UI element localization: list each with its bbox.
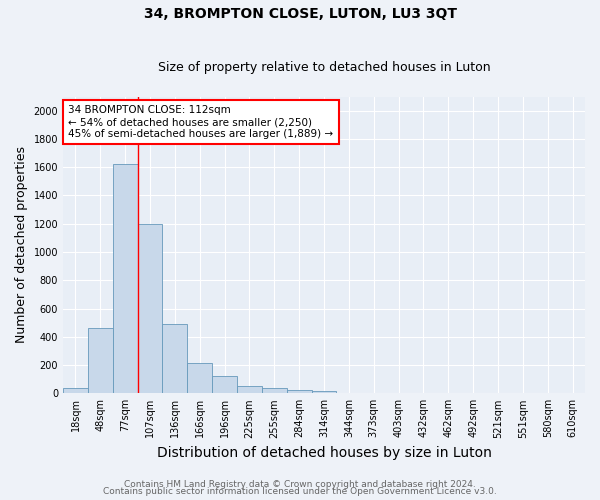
Bar: [163, 324, 187, 394]
Bar: [262, 388, 287, 394]
Bar: [237, 386, 262, 394]
Text: Contains HM Land Registry data © Crown copyright and database right 2024.: Contains HM Land Registry data © Crown c…: [124, 480, 476, 489]
Bar: [287, 390, 311, 394]
Bar: [63, 388, 88, 394]
Text: 34, BROMPTON CLOSE, LUTON, LU3 3QT: 34, BROMPTON CLOSE, LUTON, LU3 3QT: [143, 8, 457, 22]
Bar: [311, 391, 337, 394]
Bar: [113, 164, 137, 394]
Text: Contains public sector information licensed under the Open Government Licence v3: Contains public sector information licen…: [103, 487, 497, 496]
Bar: [88, 328, 113, 394]
Bar: [187, 363, 212, 394]
X-axis label: Distribution of detached houses by size in Luton: Distribution of detached houses by size …: [157, 446, 491, 460]
Y-axis label: Number of detached properties: Number of detached properties: [15, 146, 28, 344]
Bar: [212, 376, 237, 394]
Text: 34 BROMPTON CLOSE: 112sqm
← 54% of detached houses are smaller (2,250)
45% of se: 34 BROMPTON CLOSE: 112sqm ← 54% of detac…: [68, 106, 334, 138]
Title: Size of property relative to detached houses in Luton: Size of property relative to detached ho…: [158, 62, 490, 74]
Bar: [137, 224, 163, 394]
